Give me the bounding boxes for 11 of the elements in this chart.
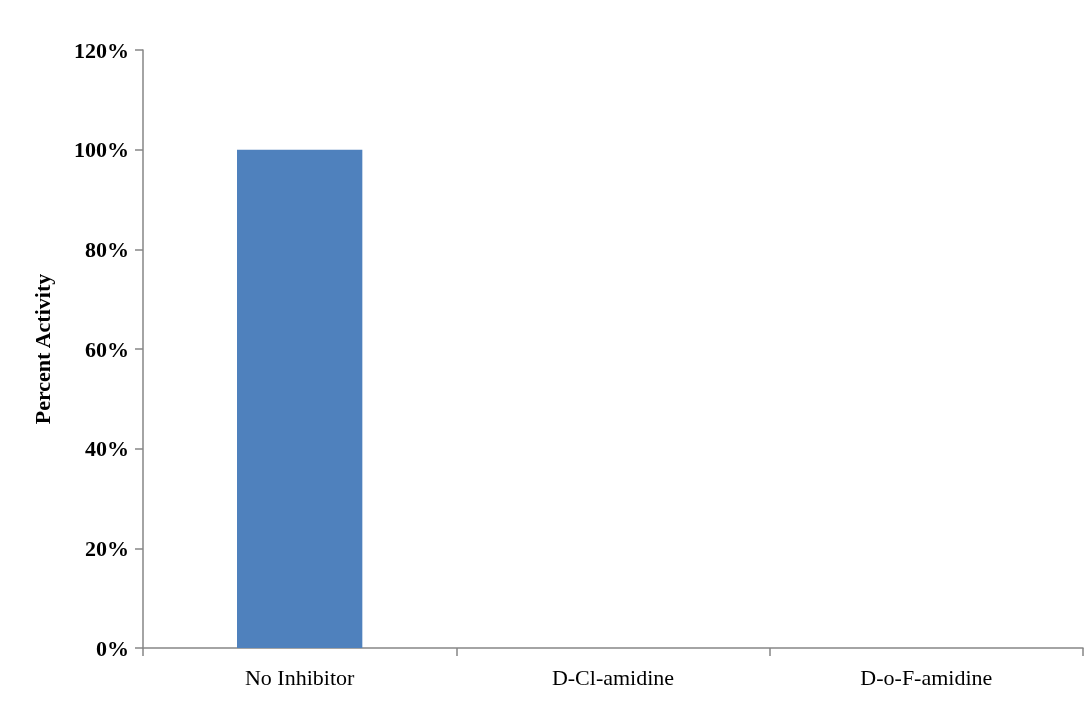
y-tick-label: 100% [74,137,129,163]
x-tick-label: D-Cl-amidine [551,664,675,690]
y-tick-label: 120% [74,37,129,63]
y-tick-label: 60% [85,336,129,362]
y-axis-title: Percent Activity [29,273,55,425]
y-tick-label: 40% [85,436,129,462]
x-tick-label: D-o-F-amidine [860,664,993,690]
y-tick-label: 80% [85,236,129,262]
y-tick-label: 20% [85,535,129,561]
x-tick-label: No Inhibitor [244,664,356,690]
y-tick-label: 0% [96,635,129,661]
